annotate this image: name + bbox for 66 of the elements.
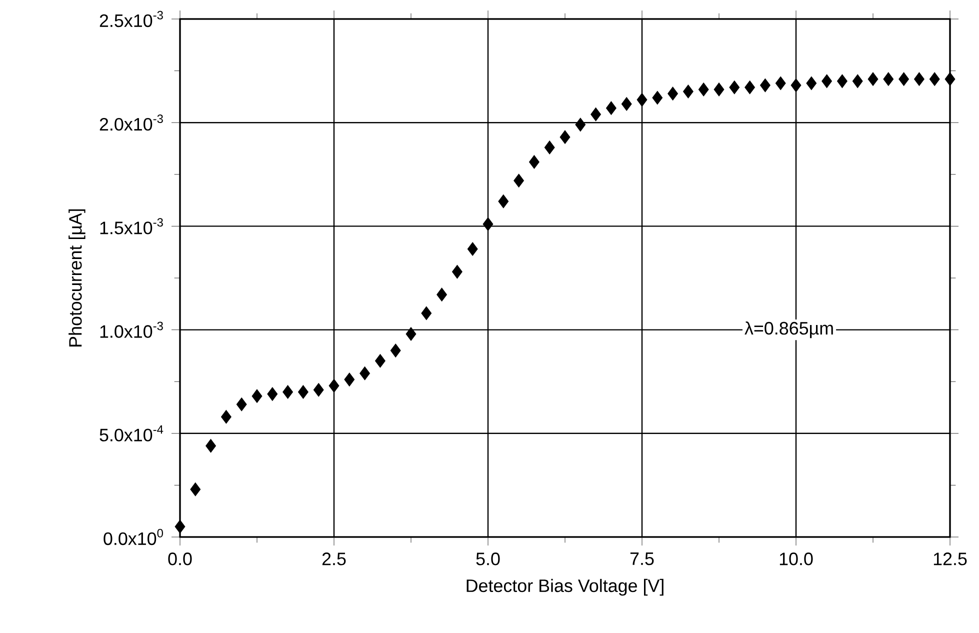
point: [744, 80, 755, 94]
point: [482, 217, 494, 231]
point: [282, 385, 293, 399]
y-axis-title: Photocurrent [µA]: [68, 209, 86, 346]
point: [822, 74, 832, 88]
point: [914, 72, 924, 86]
x-tick-label: 10.0: [780, 552, 813, 566]
point: [544, 140, 555, 154]
point: [375, 354, 386, 368]
point: [467, 242, 478, 256]
point: [514, 174, 524, 188]
point: [360, 366, 370, 380]
y-tick-label: 2.0x10$^{-3}$: [100, 114, 163, 131]
x-tick-label: 2.5: [322, 552, 346, 566]
point: [298, 385, 308, 399]
y-tick-label: 1.0x10$^{-3}$: [100, 322, 163, 338]
point: [575, 118, 586, 132]
point: [236, 398, 247, 412]
point: [606, 101, 616, 115]
point: [883, 72, 894, 86]
point: [837, 74, 848, 88]
point: [452, 265, 462, 279]
point: [313, 383, 324, 397]
point: [868, 72, 878, 86]
x-axis-title: Detector Bias Voltage [V]: [466, 578, 664, 596]
point: [421, 306, 432, 320]
point: [174, 520, 186, 534]
point: [621, 97, 632, 111]
point: [267, 387, 278, 401]
point: [898, 72, 909, 86]
point: [344, 372, 355, 386]
x-tick-label: 0.0: [168, 552, 192, 566]
x-tick-label: 5.0: [476, 552, 500, 566]
point: [390, 344, 401, 358]
point: [560, 130, 570, 144]
y-tick-label: 1.5x10$^{-3}$: [100, 218, 163, 234]
point: [852, 74, 863, 88]
point: [590, 108, 601, 122]
point: [775, 76, 786, 90]
point: [729, 80, 740, 94]
point: [944, 72, 956, 86]
y-tick-label: 0.0x10$^{0}$: [104, 528, 163, 546]
y-tick-label: 5.0x10$^{-4}$: [100, 425, 164, 442]
point: [406, 327, 416, 341]
annotation: λ=0.865µm: [744, 321, 833, 338]
point: [221, 410, 232, 424]
x-tick-label: 12.5: [934, 552, 967, 566]
point: [252, 389, 262, 403]
point: [636, 93, 648, 107]
point: [498, 194, 509, 208]
point: [206, 439, 216, 453]
point: [190, 482, 201, 496]
y-tick-label: 2.5x10$^{-3}$: [100, 10, 163, 28]
point: [714, 82, 724, 96]
point: [698, 82, 709, 96]
point: [652, 90, 663, 105]
point: [529, 155, 540, 169]
point: [328, 378, 340, 393]
point: [790, 78, 802, 92]
point: [806, 76, 817, 90]
point: [683, 84, 694, 98]
point: [436, 288, 447, 302]
point: [929, 72, 940, 86]
x-tick-label: 7.5: [630, 552, 654, 566]
point: [668, 86, 678, 100]
point: [760, 78, 770, 92]
